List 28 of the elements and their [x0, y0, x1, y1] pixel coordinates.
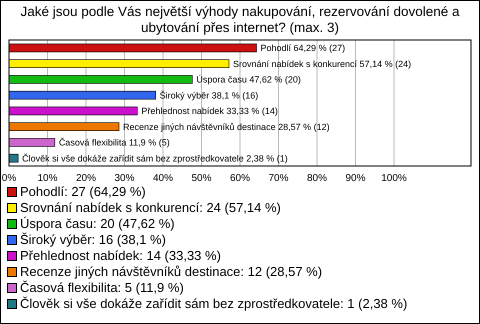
data-label: Pohodlí 64,29 % (27) — [260, 43, 346, 54]
legend-label: Časová flexibilita: 5 (11,9 %) — [20, 280, 184, 296]
data-label: Úspora času 47,62 % (20) — [196, 74, 301, 85]
data-label: Přehlednost nabídek 33,33 % (14) — [141, 106, 278, 116]
data-label: Široký výběr 38,1 % (16) — [160, 90, 258, 100]
data-label: Srovnání nabídek s konkurencí 57,14 % (24) — [232, 58, 412, 69]
legend-label: Úspora času: 20 (47,62 %) — [20, 216, 175, 232]
legend-label: Srovnání nabídek s konkurencí: 24 (57,14 %) — [20, 200, 281, 216]
x-tick-label: 10% — [37, 173, 58, 184]
legend-label: Recenze jiných návštěvníků destinace: 12 (28,57 %) — [20, 264, 322, 280]
legend-label: Pohodlí: 27 (64,29 %) — [20, 184, 146, 200]
data-label: Člověk si vše dokáže zařídit sám bez zprostředkovatele 2,38 % (1) — [22, 153, 288, 164]
legend-label: Široký výběr: 16 (38,1 %) — [20, 232, 166, 248]
x-tick-label: 40% — [152, 173, 174, 184]
x-tick-label: 80% — [306, 173, 328, 184]
data-label: Časová flexibilita 11,9 % (5) — [58, 138, 170, 148]
x-tick-label: 90% — [345, 173, 366, 184]
x-tick-label: 60% — [230, 173, 250, 184]
legend-label: Člověk si vše dokáže zařídit sám bez zprostředkovatele: 1 (2,38 %) — [20, 296, 408, 312]
chart-title: Jaké jsou podle Vás největší výhody nakupování, rezervování dovolené a ubytování přes internet? (max. 3) — [19, 3, 461, 36]
x-tick-label: 30% — [114, 173, 135, 184]
x-tick-label: 100% — [381, 173, 407, 184]
x-tick-label: 0% — [2, 173, 16, 184]
legend-label: Přehlednost nabídek: 14 (33,33 %) — [20, 248, 221, 264]
data-label: Recenze jiných návštěvníků destinace 28,57 % (12) — [122, 122, 330, 132]
x-tick-label: 50% — [191, 173, 212, 184]
x-tick-label: 70% — [268, 173, 289, 184]
x-tick-label: 20% — [76, 173, 96, 184]
